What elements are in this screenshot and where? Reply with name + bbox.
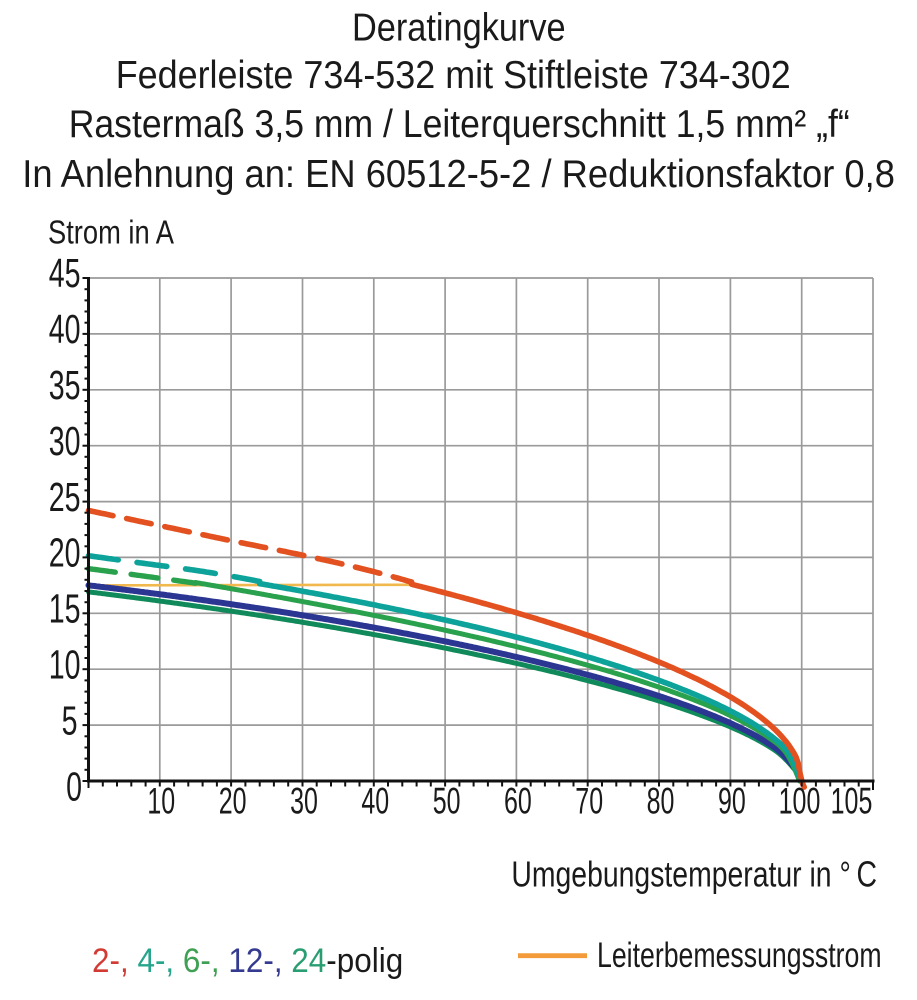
svg-text:30: 30 <box>290 780 318 821</box>
svg-text:Strom in A: Strom in A <box>48 213 174 250</box>
svg-text:60: 60 <box>504 780 532 821</box>
svg-text:15: 15 <box>49 586 81 632</box>
svg-text:40: 40 <box>361 780 389 821</box>
svg-text:20: 20 <box>219 780 247 821</box>
svg-text:25: 25 <box>49 474 81 520</box>
svg-text:In Anlehnung an: EN 60512-5-2: In Anlehnung an: EN 60512-5-2 / Reduktio… <box>22 153 895 196</box>
svg-text:70: 70 <box>575 780 603 821</box>
svg-text:30: 30 <box>49 418 81 464</box>
svg-text:40: 40 <box>49 306 81 352</box>
svg-text:90: 90 <box>718 780 746 821</box>
svg-text:0: 0 <box>66 764 82 810</box>
svg-text:35: 35 <box>49 362 81 408</box>
svg-text:80: 80 <box>647 780 675 821</box>
svg-text:Umgebungstemperatur in ° C: Umgebungstemperatur in ° C <box>511 853 877 894</box>
svg-text:5: 5 <box>62 697 78 743</box>
svg-text:105: 105 <box>831 780 873 821</box>
svg-text:45: 45 <box>49 250 81 296</box>
svg-text:20: 20 <box>49 530 81 576</box>
svg-text:Deratingkurve: Deratingkurve <box>352 7 566 50</box>
svg-text:10: 10 <box>49 641 81 687</box>
svg-text:Rastermaß 3,5 mm / Leiterquers: Rastermaß 3,5 mm / Leiterquerschnitt 1,5… <box>69 103 850 146</box>
svg-text:Federleiste 734-532 mit Stiftl: Federleiste 734-532 mit Stiftleiste 734-… <box>116 54 791 97</box>
svg-text:10: 10 <box>147 780 175 821</box>
svg-text:100: 100 <box>779 780 821 821</box>
svg-text:50: 50 <box>433 780 461 821</box>
